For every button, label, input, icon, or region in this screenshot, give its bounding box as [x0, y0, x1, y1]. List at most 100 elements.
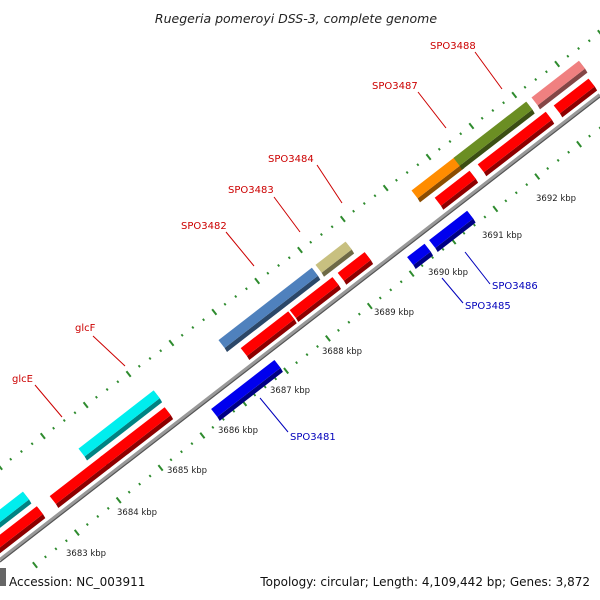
major-tick — [297, 246, 303, 254]
minor-tick — [514, 191, 518, 195]
tick-label: 3692 kbp — [536, 194, 576, 204]
cds-SPO3486-face — [429, 210, 474, 248]
minor-tick — [148, 357, 152, 360]
gene-label-SPO3482[interactable]: SPO3482 — [181, 221, 227, 232]
cds-SPO3481-face — [211, 360, 281, 417]
gene-SPO3489-side — [537, 68, 588, 110]
leader-line — [225, 231, 255, 267]
minor-tick — [577, 47, 581, 50]
minor-tick — [525, 183, 529, 187]
gene-label-SPO3481[interactable]: SPO3481 — [290, 432, 336, 443]
minor-tick — [534, 78, 538, 81]
minor-tick — [546, 166, 550, 170]
minor-tick — [405, 171, 409, 174]
minor-tick — [502, 101, 506, 105]
major-tick — [168, 339, 175, 347]
gene-label-glcE[interactable]: glcE — [12, 374, 33, 385]
minor-tick — [462, 231, 466, 235]
gene-label-SPO3487[interactable]: SPO3487 — [372, 81, 418, 92]
minor-tick — [94, 395, 98, 399]
minor-tick — [309, 240, 313, 244]
tick-labels: 3683 kbp 3684 kbp 3685 kbp 3686 kbp 3687… — [66, 194, 576, 559]
minor-tick — [556, 158, 560, 162]
minor-tick — [567, 150, 571, 154]
minor-tick — [448, 140, 452, 143]
gene-label-glcF[interactable]: glcF — [75, 323, 96, 334]
minor-tick — [190, 442, 194, 446]
gene-SPO3488-face — [453, 101, 533, 166]
cds-SPO3487-face — [434, 170, 476, 206]
major-tick — [382, 184, 389, 192]
leader-line — [92, 335, 126, 367]
minor-tick — [85, 523, 89, 527]
minor-tick — [437, 147, 441, 151]
major-tick — [325, 335, 331, 342]
leader-line — [441, 277, 464, 304]
cds-SPO3482 — [240, 311, 297, 360]
minor-tick — [191, 326, 195, 329]
tick-label: 3684 kbp — [117, 508, 157, 518]
minor-tick — [277, 264, 281, 267]
minor-tick — [223, 302, 227, 306]
feature-layer — [0, 60, 598, 554]
minor-tick — [483, 215, 487, 219]
label-leader-lines — [34, 51, 503, 433]
gene-label-SPO3485[interactable]: SPO3485 — [465, 301, 511, 312]
cds-SPO3483-side — [295, 285, 341, 322]
inner-tick-track — [32, 126, 600, 569]
gene-glcE-side — [0, 499, 32, 528]
minor-tick — [244, 287, 248, 291]
major-tick — [283, 367, 290, 375]
gene-label-SPO3486[interactable]: SPO3486 — [492, 281, 538, 292]
major-tick — [408, 270, 415, 278]
minor-tick — [274, 377, 278, 381]
minor-tick — [54, 547, 58, 551]
gene-label-SPO3488[interactable]: SPO3488 — [430, 41, 476, 52]
cds-SPO3484-side — [343, 260, 374, 285]
minor-tick — [159, 349, 163, 353]
gene-SPO3487-side — [417, 164, 465, 203]
tick-label: 3690 kbp — [428, 268, 468, 278]
minor-tick — [253, 393, 257, 397]
minor-tick — [62, 419, 66, 422]
cds-edge-face — [553, 78, 595, 114]
cds-glcF — [99, 407, 174, 470]
minor-tick — [127, 490, 131, 494]
gene-SPO3484-side — [321, 249, 355, 277]
major-tick — [199, 432, 206, 439]
minor-tick — [30, 442, 34, 446]
major-tick — [39, 432, 46, 440]
minor-tick — [9, 457, 13, 461]
major-tick — [157, 464, 164, 472]
major-tick — [534, 173, 541, 180]
minor-tick — [504, 199, 508, 203]
minor-tick — [566, 54, 570, 58]
minor-tick — [588, 134, 591, 138]
major-tick — [211, 308, 218, 316]
cds-glcE-lower — [0, 506, 46, 554]
tick-label: 3686 kbp — [218, 426, 258, 436]
cds-SPO3486 — [429, 210, 476, 252]
minor-tick — [420, 264, 424, 268]
cds-SPO3481-side — [217, 367, 283, 421]
minor-tick — [96, 514, 100, 518]
minor-tick — [221, 417, 225, 421]
minor-tick — [232, 409, 236, 413]
cds-SPO3485-face — [407, 243, 431, 265]
major-tick — [425, 153, 432, 161]
minor-tick — [587, 39, 591, 43]
major-tick — [366, 302, 373, 310]
cds-glcF-side — [105, 415, 174, 470]
gene-label-SPO3483[interactable]: SPO3483 — [228, 185, 274, 196]
gene-SPO3482-face — [218, 267, 318, 348]
minor-tick — [544, 70, 548, 74]
gene-SPO3482-side — [224, 275, 321, 352]
map-title: Ruegeria pomeroyi DSS-3, complete genome — [155, 11, 437, 26]
cds-glcE-lower-face — [0, 506, 43, 548]
cds-SPO3483-face — [289, 277, 339, 318]
leader-line — [464, 251, 491, 285]
gene-glcF — [78, 390, 163, 461]
gene-label-SPO3484[interactable]: SPO3484 — [268, 154, 314, 165]
cds-glcF-face — [99, 407, 171, 466]
minor-tick — [211, 425, 215, 429]
